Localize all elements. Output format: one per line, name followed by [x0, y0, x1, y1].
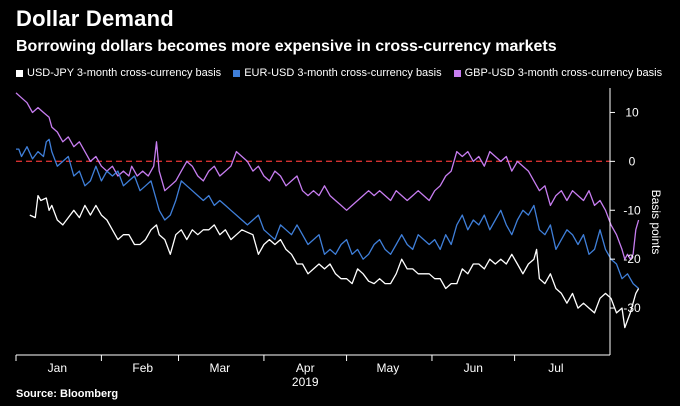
x-tick-label-jul: Jul [548, 361, 563, 375]
legend-label-usd-jpy: USD-JPY 3-month cross-currency basis [27, 67, 222, 79]
series-line-gbp-usd [15, 92, 640, 260]
legend-swatch-gbp-usd [453, 69, 461, 77]
chart-title: Dollar Demand [16, 6, 174, 31]
legend-swatch-eur-usd [233, 69, 241, 77]
x-tick-label-mar: Mar [210, 361, 231, 375]
legend-item-eur-usd: EUR-USD 3-month cross-currency basis [233, 67, 442, 79]
legend-item-usd-jpy: USD-JPY 3-month cross-currency basis [16, 67, 221, 79]
legend-label-eur-usd: EUR-USD 3-month cross-currency basis [244, 67, 442, 79]
legend-item-gbp-usd: GBP-USD 3-month cross-currency basis [453, 67, 663, 79]
chart-subtitle: Borrowing dollars becomes more expensive… [16, 38, 557, 55]
series-line-eur-usd [16, 138, 640, 289]
y-tick-label-0: 10 [625, 105, 639, 119]
y-tick-label-1: 0 [629, 154, 636, 168]
source-note: Source: Bloomberg [16, 388, 119, 400]
series-line-usd-jpy [29, 194, 640, 329]
x-tick-label-apr: Apr [296, 361, 315, 375]
x-tick-label-jan: Jan [48, 361, 67, 375]
legend-label-gbp-usd: GBP-USD 3-month cross-currency basis [464, 67, 663, 79]
x-tick-label-jun: Jun [464, 361, 483, 375]
y-tick-label-2: -10 [623, 203, 641, 217]
y-tick-label-3: -20 [623, 252, 641, 266]
x-tick-label-feb: Feb [132, 361, 153, 375]
x-tick-label-may: May [377, 361, 400, 375]
y-axis-title: Basis points [649, 190, 663, 255]
legend: USD-JPY 3-month cross-currency basis EUR… [16, 67, 662, 79]
y-tick-label-4: -30 [623, 301, 641, 315]
x-year-label: 2019 [292, 375, 319, 389]
legend-swatch-usd-jpy [16, 69, 23, 77]
